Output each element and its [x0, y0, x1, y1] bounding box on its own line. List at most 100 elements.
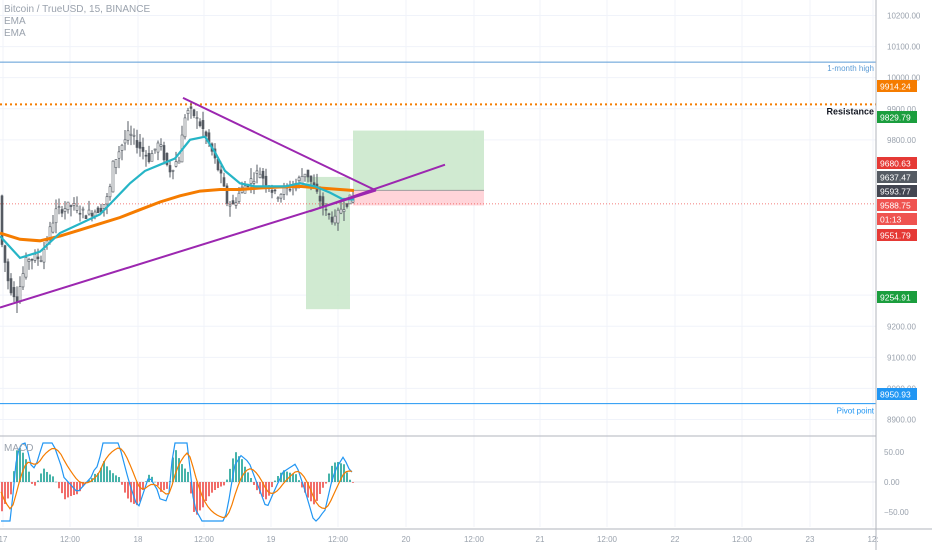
- candle-body: [168, 165, 172, 173]
- x-tick-label: 21: [536, 535, 545, 544]
- candle-body: [249, 178, 253, 184]
- macd-hist-bar: [151, 476, 153, 482]
- macd-hist-bar: [31, 482, 33, 484]
- price-tag: [877, 111, 917, 123]
- x-tick-label: 12:00: [597, 535, 618, 544]
- macd-hist-bar: [265, 482, 267, 500]
- trendline-2: [182, 96, 377, 192]
- resistance-label: Resistance: [826, 106, 874, 116]
- candle-body: [186, 110, 190, 114]
- macd-hist-bar: [283, 470, 285, 482]
- legend: Bitcoin / TrueUSD, 15, BINANCE EMA EMA: [4, 4, 150, 40]
- long-stop-zone: [353, 190, 484, 206]
- macd-hist-bar: [274, 480, 276, 482]
- price-tag: [877, 185, 917, 197]
- candle-body: [252, 181, 256, 184]
- macd-hist-bar: [349, 479, 351, 482]
- macd-hist-bar: [148, 474, 150, 482]
- macd-hist-bar: [55, 481, 57, 483]
- trendlines: [0, 96, 446, 309]
- macd-hist-bar: [64, 482, 66, 500]
- candle-body: [126, 130, 130, 141]
- price-tag-label: 9914.24: [880, 82, 911, 92]
- macd-hist-bar: [292, 473, 294, 482]
- candle-body: [78, 212, 82, 215]
- candle-body: [60, 209, 64, 214]
- long-profit-zone: [353, 130, 484, 191]
- macd-hist-bar: [181, 464, 183, 482]
- macd-hist-bar: [10, 482, 12, 495]
- macd-hist-bar: [100, 467, 102, 482]
- macd-hist-bar: [178, 458, 180, 482]
- macd-hist-bar: [127, 482, 129, 499]
- candle-body: [222, 177, 226, 187]
- macd-hist-bar: [238, 456, 240, 482]
- macd-hist-bar: [220, 482, 222, 487]
- price-tag: [877, 213, 917, 225]
- macd-hist-bar: [82, 482, 84, 487]
- candle-body: [75, 205, 79, 211]
- y-tick-label: 9900.00: [887, 105, 916, 114]
- macd-hist-bar: [241, 459, 243, 482]
- candle-body: [225, 185, 229, 204]
- macd-hist-bar: [133, 482, 135, 504]
- ema-lines: [0, 135, 355, 260]
- candle-body: [27, 259, 31, 262]
- macd-hist-bar: [205, 482, 207, 501]
- candle-body: [153, 148, 157, 151]
- candle-body: [171, 170, 175, 172]
- x-tick-label: 23: [806, 535, 815, 544]
- price-tag-label: 9680.63: [880, 159, 911, 169]
- x-tick-label: 12:00: [60, 535, 81, 544]
- candle-body: [87, 209, 91, 215]
- macd-hist-bar: [187, 471, 189, 482]
- macd-hist-bar: [328, 473, 330, 482]
- x-tick-label: 12:00: [328, 535, 349, 544]
- macd-hist-bar: [40, 473, 42, 482]
- candle-body: [72, 203, 76, 206]
- x-tick-label: 22: [671, 535, 680, 544]
- macd-hist-bar: [157, 482, 159, 486]
- candle-body: [114, 159, 118, 168]
- candle-body: [9, 278, 13, 294]
- candle-body: [42, 249, 46, 263]
- ema-fast-line: [0, 135, 355, 260]
- macd-hist-bar: [13, 471, 15, 482]
- price-tag: [877, 171, 917, 183]
- macd-hist-bar: [130, 482, 132, 503]
- month-high-label: 1-month high: [827, 64, 874, 73]
- candle-body: [270, 189, 274, 193]
- price-tag: [877, 157, 917, 169]
- x-tick-label: 12:00: [194, 535, 215, 544]
- macd-hist-bar: [7, 482, 9, 499]
- x-tick-label: 18: [134, 535, 143, 544]
- price-tag-label: 9637.47: [880, 173, 911, 183]
- candle-body: [51, 222, 55, 233]
- macd-hist-bar: [223, 482, 225, 486]
- candle-body: [195, 117, 199, 119]
- x-tick-label: 19: [267, 535, 276, 544]
- price-tag: [877, 291, 917, 303]
- short-profit-zone: [306, 176, 350, 310]
- macd-hist-bar: [316, 482, 318, 501]
- macd-hist-bar: [256, 482, 258, 491]
- candle-body: [132, 134, 136, 137]
- macd-hist-bar: [322, 482, 324, 488]
- macd-hist-bar: [250, 478, 252, 482]
- price-tag-label: 9588.75: [880, 201, 911, 211]
- candle-body: [144, 154, 148, 157]
- macd-hist-bar: [154, 481, 156, 483]
- macd-tick-label: 50.00: [884, 448, 905, 457]
- candle-body: [300, 175, 304, 184]
- macd-hist-bar: [295, 474, 297, 482]
- candle-body: [33, 254, 37, 261]
- y-tick-label: 10000.00: [887, 74, 921, 83]
- macd-hist-bar: [202, 482, 204, 508]
- macd-hist-bar: [253, 482, 255, 485]
- price-tag-label: 9254.91: [880, 293, 911, 303]
- macd-hist-bar: [232, 458, 234, 482]
- candle-body: [3, 245, 7, 263]
- macd-hist-bar: [52, 476, 54, 482]
